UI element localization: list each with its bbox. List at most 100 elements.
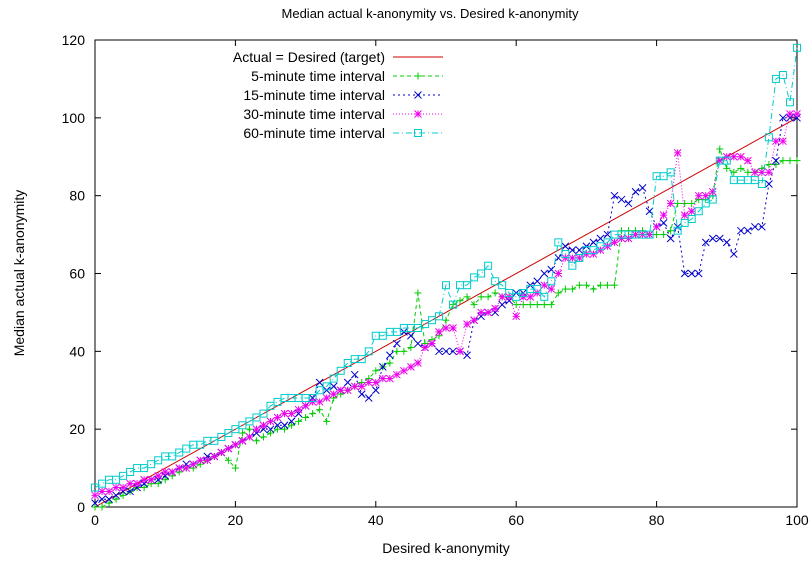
legend-label: 15-minute time interval: [243, 87, 385, 103]
data-point: [435, 347, 443, 356]
data-point: [105, 499, 113, 507]
data-point: [456, 347, 464, 356]
data-point: [280, 421, 289, 430]
data-point: [667, 227, 675, 235]
data-point: [315, 398, 324, 406]
data-point: [673, 226, 682, 235]
data-point: [673, 149, 682, 157]
data-point: [554, 269, 563, 278]
data-point: [751, 222, 759, 231]
data-point: [680, 211, 689, 219]
data-point: [329, 374, 338, 383]
data-point: [393, 370, 401, 379]
x-axis-label: Desired k-anonymity: [382, 540, 510, 556]
data-point: [610, 281, 618, 289]
data-point: [91, 491, 99, 500]
data-point: [442, 324, 450, 332]
data-point: [575, 253, 584, 262]
data-point: [238, 429, 246, 437]
data-point: [210, 452, 219, 461]
y-axis-label: Median actual k-anonymity: [11, 190, 27, 357]
data-point: [161, 476, 169, 484]
data-point: [765, 168, 773, 177]
data-point: [161, 472, 170, 480]
data-point: [449, 347, 457, 356]
data-point: [315, 378, 324, 387]
data-point: [631, 187, 640, 196]
x-tick-label: 20: [228, 512, 244, 528]
data-point: [98, 495, 106, 504]
data-point: [456, 297, 464, 305]
data-point: [189, 460, 198, 469]
data-point: [372, 367, 380, 375]
data-point: [316, 406, 324, 414]
data-point: [533, 301, 541, 309]
data-point: [112, 495, 120, 503]
data-point: [323, 417, 331, 425]
data-point: [610, 238, 619, 247]
data-point: [386, 359, 394, 367]
data-point: [449, 300, 458, 309]
data-point: [603, 238, 612, 247]
data-point: [280, 409, 289, 418]
data-point: [610, 191, 619, 200]
data-point: [715, 156, 724, 165]
data-point: [400, 366, 408, 375]
data-point: [716, 145, 724, 153]
data-point: [287, 417, 296, 426]
series-30-minute-time-interval: [91, 110, 801, 500]
data-point: [785, 98, 794, 107]
data-point: [308, 394, 317, 403]
series-line: [94, 47, 798, 488]
data-point: [364, 347, 373, 356]
data-point: [757, 179, 766, 188]
data-point: [744, 226, 752, 235]
data-point: [722, 238, 731, 247]
data-point: [793, 110, 801, 118]
data-point: [498, 300, 507, 309]
data-point: [364, 394, 373, 402]
data-point: [477, 308, 485, 317]
data-point: [617, 195, 626, 204]
data-point: [477, 312, 485, 321]
data-point: [203, 456, 212, 465]
series-layer: [91, 43, 801, 511]
legend-label: 5-minute time interval: [251, 68, 385, 84]
data-point: [687, 269, 696, 278]
data-point: [793, 113, 801, 122]
data-point: [112, 475, 121, 484]
legend-marker: [414, 110, 422, 118]
data-point: [336, 386, 345, 395]
data-point: [526, 292, 535, 301]
data-point: [568, 285, 576, 293]
data-point: [357, 355, 366, 364]
data-point: [463, 281, 472, 290]
series-line: [94, 113, 797, 496]
data-point: [119, 487, 127, 496]
x-tick-label: 100: [785, 512, 809, 528]
data-point: [582, 281, 590, 289]
data-point: [266, 425, 275, 434]
data-point: [554, 238, 563, 247]
data-point: [336, 366, 345, 375]
data-point: [666, 199, 675, 208]
data-point: [687, 207, 696, 216]
data-point: [322, 382, 331, 391]
data-point: [666, 168, 675, 177]
data-point: [322, 394, 331, 402]
data-point: [112, 483, 120, 492]
data-point: [561, 250, 570, 259]
data-point: [736, 152, 745, 161]
data-point: [463, 351, 471, 360]
data-point: [491, 304, 499, 313]
data-point: [765, 161, 773, 169]
x-tick-label: 60: [508, 512, 524, 528]
data-point: [701, 191, 710, 200]
legend-marker: [414, 91, 422, 99]
data-point: [252, 425, 261, 434]
data-point: [154, 475, 163, 484]
data-point: [561, 285, 569, 293]
data-point: [407, 363, 415, 371]
data-point: [182, 460, 191, 469]
x-tick-label: 0: [91, 512, 99, 528]
